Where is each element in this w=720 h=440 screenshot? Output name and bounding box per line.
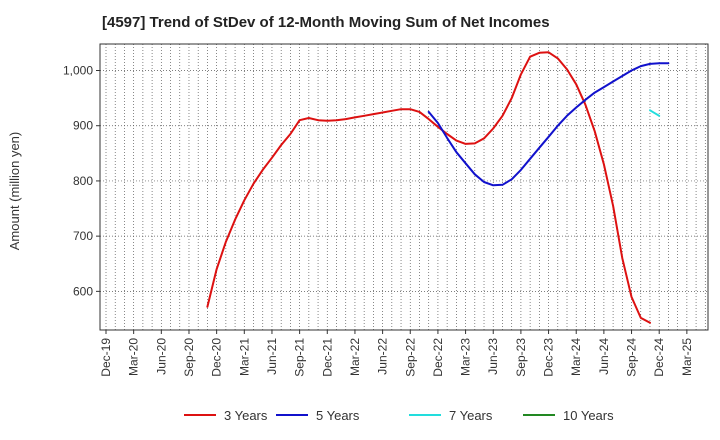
x-tick-label: Dec-22: [431, 338, 445, 377]
x-tick-label: Dec-20: [210, 338, 224, 377]
x-tick-label: Sep-24: [625, 338, 639, 377]
x-tick-label: Sep-20: [182, 338, 196, 377]
series-line-5-years: [427, 62, 670, 187]
x-tick-label: Mar-23: [459, 338, 473, 376]
legend-label: 5 Years: [316, 408, 360, 423]
series-line-7-years: [649, 109, 661, 117]
plot-background: [100, 44, 708, 330]
x-tick-label: Sep-21: [293, 338, 307, 377]
series-lines: [206, 51, 670, 324]
legend-label: 10 Years: [563, 408, 614, 423]
x-tick-label: Jun-23: [486, 338, 500, 375]
x-tick-label: Dec-23: [542, 338, 556, 377]
plot-frame: [99, 43, 709, 331]
y-axis-title: Amount (million yen): [7, 132, 22, 251]
series-line-3-years: [206, 51, 651, 324]
x-tick-label: Mar-24: [569, 338, 583, 376]
x-tick-label: Jun-22: [376, 338, 390, 375]
x-tick-label: Dec-21: [320, 338, 334, 377]
x-tick-label: Jun-21: [265, 338, 279, 375]
x-tick-label: Mar-22: [348, 338, 362, 376]
legend-label: 7 Years: [449, 408, 493, 423]
x-tick-label: Dec-19: [99, 338, 113, 377]
chart-title: [4597] Trend of StDev of 12-Month Moving…: [102, 14, 550, 31]
y-tick-label: 700: [73, 229, 93, 243]
x-tick-label: Sep-23: [514, 338, 528, 377]
y-tick-label: 900: [73, 119, 93, 133]
x-tick-label: Jun-20: [154, 338, 168, 375]
y-tick-label: 800: [73, 174, 93, 188]
x-tick-label: Mar-25: [680, 338, 694, 376]
y-tick-label: 600: [73, 284, 93, 298]
y-tick-label: 1,000: [63, 64, 93, 78]
x-tick-label: Mar-20: [127, 338, 141, 376]
legend-label: 3 Years: [224, 408, 268, 423]
x-tick-label: Mar-21: [237, 338, 251, 376]
grid: [100, 44, 708, 330]
legend: 3 Years 5 Years 7 Years 10 Years: [184, 408, 614, 423]
y-axis-ticks: 600 700 800 900 1,000: [63, 64, 100, 298]
x-axis-ticks: Dec-19 Mar-20 Jun-20 Sep-20 Dec-20 Mar-21 Jun-…: [99, 330, 694, 377]
x-tick-label: Jun-24: [597, 338, 611, 375]
x-tick-label: Sep-22: [403, 338, 417, 377]
x-tick-label: Dec-24: [652, 338, 666, 377]
